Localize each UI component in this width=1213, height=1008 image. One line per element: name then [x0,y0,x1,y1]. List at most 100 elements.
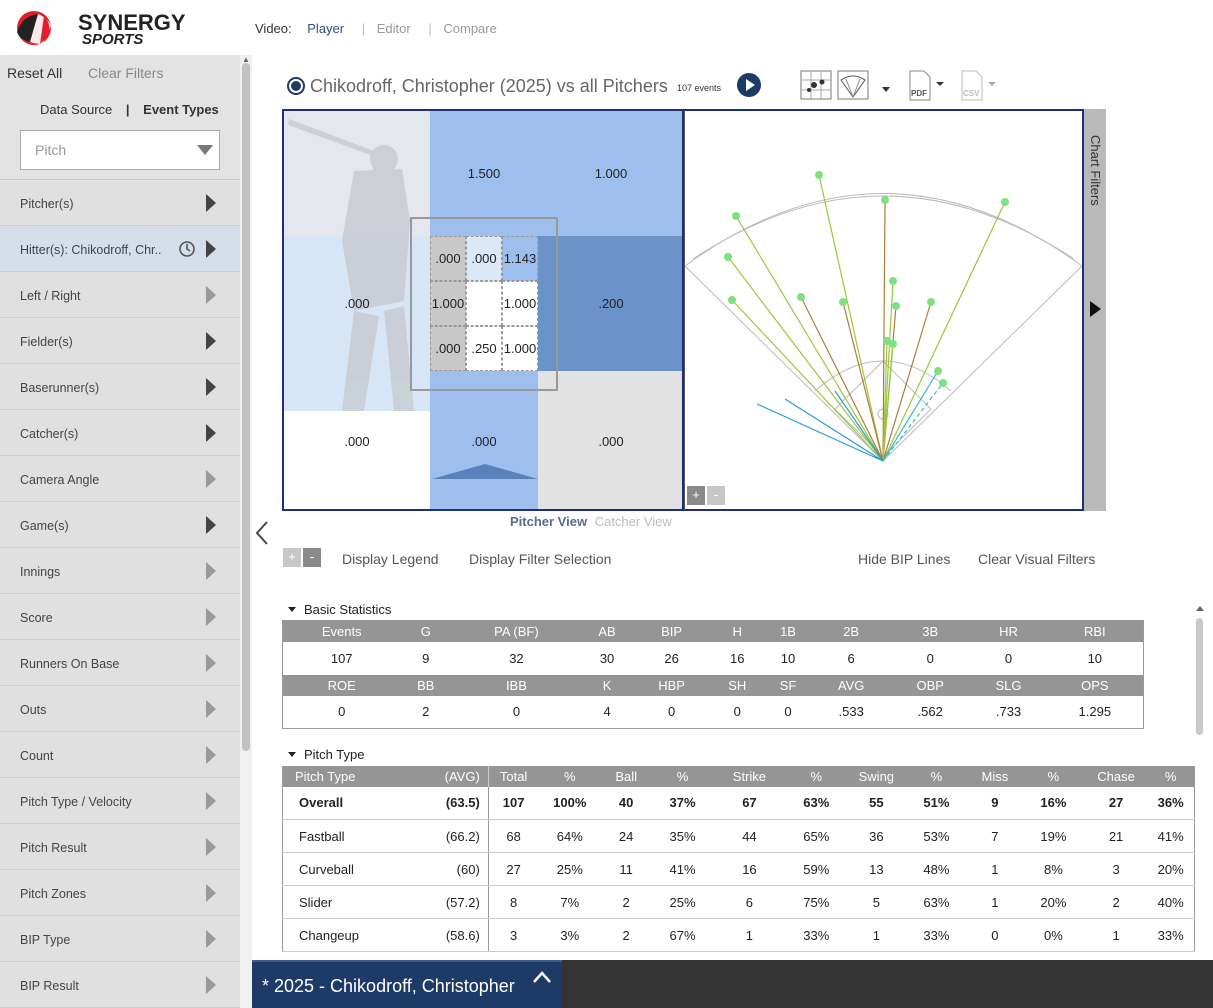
sidebar-item[interactable]: Innings [0,548,240,594]
zone-mid-right[interactable]: .200 [538,236,682,371]
spray-zoom-out-button[interactable]: - [707,486,725,505]
chevron-right-icon[interactable] [206,792,216,810]
sidebar-item[interactable]: Catcher(s) [0,410,240,456]
expand-right-icon[interactable] [1090,301,1101,317]
display-legend-button[interactable]: Display Legend [342,551,439,567]
sidebar-item[interactable]: Count [0,732,240,778]
scrollbar-thumb[interactable] [1196,618,1203,735]
chevron-right-icon[interactable] [206,654,216,672]
scroll-up-icon[interactable]: ▲ [242,55,250,64]
chevron-right-icon[interactable] [206,884,216,902]
column-header[interactable]: Ball [601,766,652,787]
sidebar-item[interactable]: Runners On Base [0,640,240,686]
tab-event-types[interactable]: Event Types [143,102,219,117]
main-scrollbar[interactable] [1195,600,1205,960]
inner-zone-cell[interactable]: 1.000 [502,281,538,326]
hide-bip-lines-button[interactable]: Hide BIP Lines [858,551,951,567]
sidebar-item[interactable]: Baserunner(s) [0,364,240,410]
display-filter-selection-button[interactable]: Display Filter Selection [469,551,612,567]
chevron-right-icon[interactable] [206,240,216,258]
sidebar-item[interactable]: Score [0,594,240,640]
zone-mid-left[interactable]: .000 [284,236,430,371]
column-header[interactable]: % [1022,766,1085,787]
column-header[interactable]: % [538,766,602,787]
sidebar-item[interactable]: Pitch Zones [0,870,240,916]
sidebar-item[interactable]: Hitter(s): Chikodroff, Chr.. [0,226,240,272]
chevron-right-icon[interactable] [206,194,216,212]
expand-up-icon[interactable] [532,968,552,984]
pitch-type-header[interactable]: Pitch Type [288,747,364,762]
sidebar-item[interactable]: Pitch Type / Velocity [0,778,240,824]
scroll-up-icon[interactable] [1195,603,1205,613]
tab-player[interactable]: Player [307,21,345,36]
chevron-right-icon[interactable] [206,562,216,580]
table-row[interactable]: Changeup (58.6) 3 3% 2 67% 1 33% 1 33% 0 0% 1 33% [282,918,1195,952]
basic-stats-header[interactable]: Basic Statistics [288,602,391,617]
table-row[interactable]: Slider (57.2) 8 7% 2 25% 6 75% 5 63% 1 20% 2 40% [282,885,1195,919]
chevron-right-icon[interactable] [206,838,216,856]
column-header[interactable]: Pitch Type [282,766,405,787]
chevron-right-icon[interactable] [206,332,216,350]
chart-filters-tab[interactable]: Chart Filters [1084,109,1106,511]
sidebar-item[interactable]: Left / Right [0,272,240,318]
history-icon[interactable] [178,240,196,258]
zone-top-mid[interactable]: 1.500 [430,111,538,236]
inner-zone-cell[interactable]: .250 [466,326,502,371]
chevron-right-icon[interactable] [206,746,216,764]
chart-menu-caret-icon[interactable] [882,80,890,98]
inner-zone-cell[interactable]: .000 [430,326,466,371]
inner-zone-cell[interactable]: 1.143 [502,236,538,281]
spray-zoom-in-button[interactable]: + [687,486,705,505]
table-row[interactable]: Curveball (60) 27 25% 11 41% 16 59% 13 48% 1 8% 3 20% [282,852,1195,886]
zone-bot-left[interactable]: .000 [284,371,430,509]
sidebar-item[interactable]: Game(s) [0,502,240,548]
bip-points[interactable] [724,171,1009,387]
table-row[interactable]: Fastball (66.2) 68 64% 24 35% 44 65% 36 53% 7 19% 21… [282,819,1195,853]
column-header[interactable]: Chase [1084,766,1148,787]
column-header[interactable]: % [784,766,848,787]
scatter-chart-icon[interactable] [800,70,832,105]
chevron-right-icon[interactable] [206,516,216,534]
inner-zone-cell[interactable] [466,281,502,326]
zone-bot-mid[interactable]: .000 [430,371,538,509]
zone-top-right[interactable]: 1.000 [538,111,682,236]
column-header[interactable]: (AVG) [404,766,489,787]
play-button[interactable] [737,73,761,97]
sidebar-item[interactable]: Outs [0,686,240,732]
chevron-right-icon[interactable] [206,424,216,442]
clear-visual-filters-button[interactable]: Clear Visual Filters [978,551,1096,567]
zoom-in-button[interactable]: + [283,548,301,567]
pitcher-view-toggle[interactable]: Pitcher View [510,514,588,529]
chevron-right-icon[interactable] [206,608,216,626]
chevron-right-icon[interactable] [206,930,216,948]
tab-editor[interactable]: Editor [376,21,411,36]
table-row[interactable]: Overall (63.5) 107 100% 40 37% 67 63% 55 51% 9 16% 2… [282,786,1195,820]
inner-zone-cell[interactable]: .000 [466,236,502,281]
csv-export-icon[interactable]: CSV [960,70,1000,107]
chevron-right-icon[interactable] [206,378,216,396]
column-header[interactable]: Total [488,766,539,787]
column-header[interactable]: % [905,766,968,787]
column-header[interactable]: Swing [847,766,906,787]
sidebar-item[interactable]: Pitcher(s) [0,180,240,226]
chevron-right-icon[interactable] [206,470,216,488]
sidebar-scrollbar[interactable]: ▲ [240,55,252,1008]
zone-bot-right[interactable]: .000 [538,371,682,509]
pdf-export-icon[interactable]: PDF [908,70,948,107]
sidebar-item[interactable]: BIP Type [0,916,240,962]
report-radio-icon[interactable] [287,77,305,95]
chevron-right-icon[interactable] [206,976,216,994]
column-header[interactable]: Strike [713,766,785,787]
column-header[interactable]: % [651,766,714,787]
clear-filters-button[interactable]: Clear Filters [88,65,164,81]
zoom-out-button[interactable]: - [303,548,321,567]
player-tab[interactable]: * 2025 - Chikodroff, Christopher [252,960,562,1008]
chevron-right-icon[interactable] [206,700,216,718]
column-header[interactable]: % [1147,766,1195,787]
tab-data-source[interactable]: Data Source [40,102,113,117]
collapse-sidebar-icon[interactable] [254,520,270,546]
sidebar-item[interactable]: BIP Result [0,962,240,1008]
event-type-select[interactable]: Pitch [20,130,220,170]
catcher-view-toggle[interactable]: Catcher View [594,514,672,529]
inner-zone-cell[interactable]: .000 [430,236,466,281]
